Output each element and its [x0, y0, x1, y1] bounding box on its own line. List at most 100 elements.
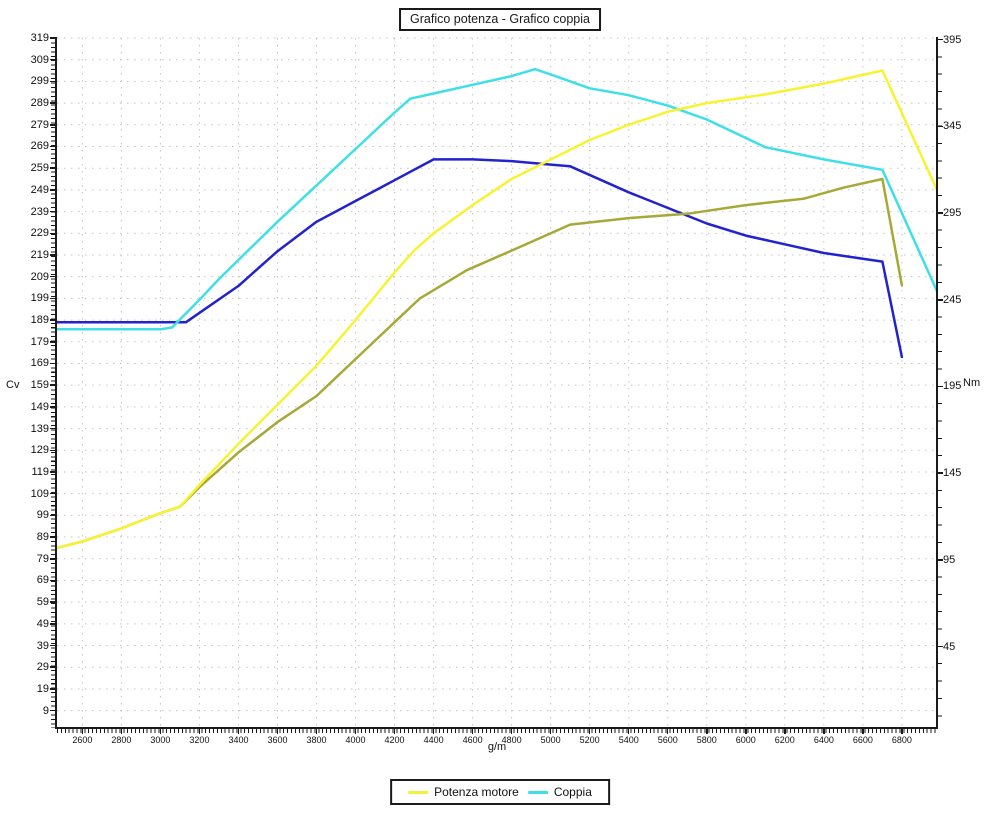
left-axis-tick: [50, 254, 56, 256]
x-axis-tick-label: 4000: [345, 735, 366, 745]
x-axis-tick-label: 5400: [618, 735, 639, 745]
left-axis-tick-label: 139: [30, 422, 49, 435]
left-axis-tick-label: 259: [30, 162, 49, 175]
left-axis-tick-label: 99: [36, 509, 49, 522]
x-axis-unit-label: g/m: [487, 741, 507, 753]
right-axis-minor-ticks: [938, 39, 942, 729]
left-axis-tick-label: 19: [36, 682, 49, 695]
x-axis-tick: [198, 729, 201, 734]
right-axis-tick: [937, 385, 943, 388]
right-axis-tick-label: 245: [943, 293, 962, 306]
left-axis-tick: [50, 644, 56, 647]
left-axis-tick-label: 119: [31, 465, 49, 478]
series-line-torque-2: [55, 67, 939, 331]
left-axis-tick-label: 309: [30, 53, 49, 66]
left-axis-tick-label: 39: [36, 639, 49, 652]
right-axis-tick-label: 45: [943, 640, 956, 653]
x-axis-tick-label: 3800: [306, 735, 327, 745]
left-axis-tick-label: 299: [30, 75, 49, 88]
x-axis-tick: [627, 729, 630, 734]
x-axis-tick: [471, 729, 474, 734]
left-axis-tick: [50, 427, 56, 430]
x-axis-tick: [159, 729, 162, 734]
legend-item-coppia: Coppia: [527, 785, 592, 799]
left-axis-tick: [50, 536, 56, 538]
left-axis-tick-label: 199: [30, 292, 49, 305]
x-axis-tick: [823, 729, 825, 734]
legend-label-potenza: Potenza motore: [434, 785, 519, 799]
left-axis-tick-label: 289: [30, 97, 49, 110]
x-axis-tick: [666, 729, 669, 734]
chart-title-box: Grafico potenza - Grafico coppia: [399, 8, 601, 31]
x-axis-tick-label: 3000: [150, 735, 171, 745]
right-axis-tick-label: 95: [943, 553, 956, 566]
left-axis-tick: [50, 319, 56, 321]
left-axis-tick: [50, 275, 56, 278]
x-axis-tick: [354, 729, 357, 734]
left-axis-tick-label: 229: [30, 227, 49, 240]
chart-title: Grafico potenza - Grafico coppia: [410, 12, 590, 26]
right-axis-tick-label: 295: [943, 207, 962, 220]
left-axis-line: [55, 37, 57, 729]
left-axis-tick: [50, 189, 56, 191]
left-axis-tick-label: 169: [30, 357, 49, 370]
x-axis-tick: [706, 729, 708, 734]
left-axis-tick-label: 179: [30, 335, 49, 348]
x-axis-tick-label: 2800: [111, 735, 132, 745]
series-line-torque-3: [55, 158, 904, 359]
left-axis-tick: [50, 709, 56, 712]
x-axis-tick-label: 6800: [891, 735, 912, 745]
x-axis-tick: [549, 729, 552, 734]
x-axis-tick-label: 3200: [189, 735, 210, 745]
right-axis-tick-label: 195: [943, 380, 962, 393]
x-axis-tick: [901, 729, 903, 734]
x-axis-tick: [237, 729, 240, 734]
left-axis-tick-label: 9: [42, 704, 49, 717]
x-axis-tick-label: 4400: [423, 735, 444, 745]
legend: Potenza motore Coppia: [390, 779, 610, 805]
left-axis-tick-label: 149: [30, 400, 49, 413]
x-axis-tick: [745, 729, 747, 734]
left-axis-tick-label: 159: [30, 379, 49, 392]
x-axis-tick-label: 4600: [462, 735, 483, 745]
left-axis-tick: [50, 406, 56, 408]
legend-line-sample-potenza: [408, 790, 429, 794]
x-axis-tick-label: 6400: [813, 735, 834, 745]
x-axis-tick: [588, 729, 591, 734]
left-axis-tick-label: 59: [36, 596, 49, 609]
x-axis-tick-label: 6000: [735, 735, 756, 745]
left-axis-tick-label: 129: [30, 444, 49, 457]
left-axis-tick: [50, 623, 56, 625]
left-axis-tick: [50, 297, 56, 300]
x-axis-tick: [120, 729, 123, 734]
x-axis-tick-label: 6600: [852, 735, 873, 745]
right-axis-line: [936, 37, 938, 729]
right-axis-tick: [937, 472, 943, 474]
left-axis-tick-label: 209: [30, 270, 49, 283]
left-axis-tick: [50, 492, 56, 495]
left-axis-tick: [50, 102, 56, 104]
right-axis-tick: [937, 559, 943, 561]
x-axis-tick: [315, 729, 318, 734]
left-axis-tick: [50, 124, 56, 126]
x-axis-tick-label: 6200: [774, 735, 795, 745]
legend-label-coppia: Coppia: [553, 785, 592, 799]
left-axis-tick-label: 189: [30, 314, 49, 327]
left-axis-tick-label: 89: [36, 531, 49, 544]
left-axis-tick: [50, 449, 56, 451]
left-axis-unit-label: Cv: [6, 379, 20, 391]
left-axis-tick-label: 319: [30, 32, 49, 44]
left-axis-tick: [50, 80, 56, 83]
left-axis-tick: [50, 145, 56, 148]
left-axis-tick: [50, 471, 56, 473]
legend-item-potenza: Potenza motore: [408, 785, 519, 799]
plot-area: [55, 37, 939, 728]
left-axis-tick: [50, 232, 56, 235]
x-axis-tick-label: 2600: [72, 735, 93, 745]
x-axis-tick: [81, 729, 84, 734]
left-axis-tick-label: 269: [30, 140, 49, 153]
left-axis-tick: [50, 514, 56, 517]
bottom-axis-line: [55, 727, 938, 729]
x-axis-tick-label: 4200: [384, 735, 405, 745]
